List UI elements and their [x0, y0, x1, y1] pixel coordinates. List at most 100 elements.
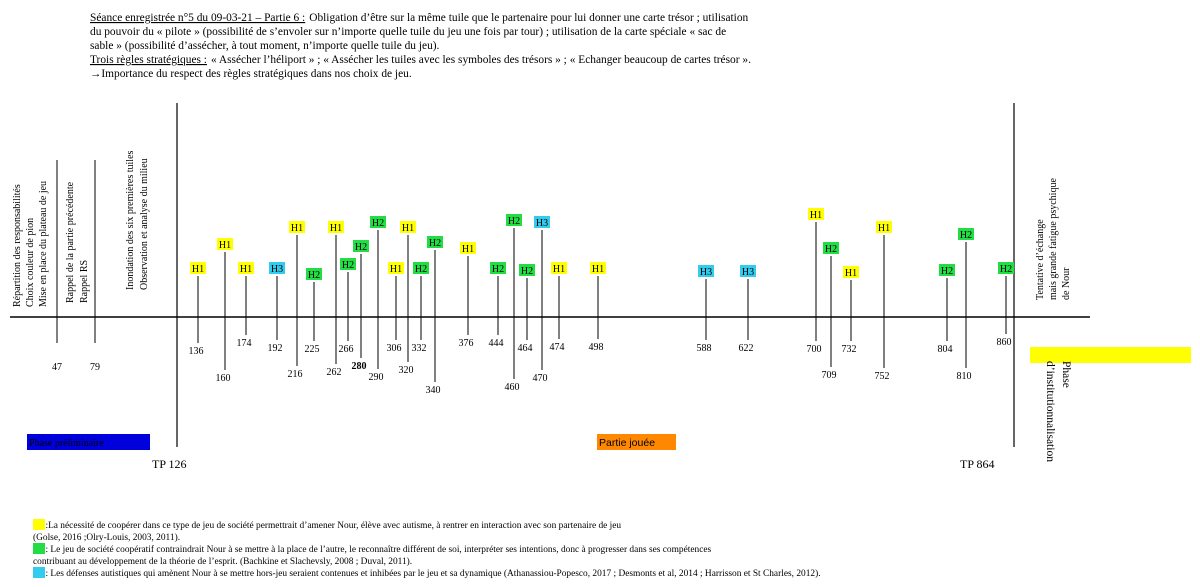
hypothesis-tag [427, 236, 443, 248]
hypothesis-label: H2 [508, 216, 520, 227]
hypothesis-tag [460, 242, 476, 254]
activity-label: Observation et analyse du milieu [139, 158, 150, 290]
hypothesis-label: H1 [390, 264, 402, 275]
legend-text: :La nécessité de coopérer dans ce type d… [45, 521, 621, 531]
time-label: 588 [697, 343, 712, 354]
time-label: 709 [822, 370, 837, 381]
time-label: 752 [875, 371, 890, 382]
hypothesis-tag [998, 262, 1014, 274]
time-label: 192 [268, 343, 283, 354]
hypothesis-tag [370, 216, 386, 228]
header-line: sable » (possibilité d’assécher, à tout … [90, 40, 440, 52]
hypothesis-tag [740, 265, 756, 277]
hypothesis-label: H1 [192, 264, 204, 275]
time-label: 460 [505, 382, 520, 393]
legend-text: contribuant au développement de la théor… [33, 556, 412, 567]
legend-swatch [33, 519, 45, 530]
time-label: 340 [426, 385, 441, 396]
phase-label: Partie jouée [599, 437, 655, 449]
hypothesis-label: H1 [810, 210, 822, 221]
hypothesis-tag [269, 262, 285, 274]
legend-line: H1:La nécessité de coopérer dans ce type… [33, 521, 621, 531]
legend-text: (Golse, 2016 ;Olry-Louis, 2003, 2011). [33, 532, 180, 543]
hypothesis-tag [876, 221, 892, 233]
header-line: Trois règles stratégiques : « Assécher l’… [90, 54, 751, 66]
legend-text: : Les défenses autistiques qui amènent N… [45, 568, 820, 579]
hypothesis-tag [534, 216, 550, 228]
hypothesis-tag [490, 262, 506, 274]
hypothesis-label: H1 [845, 268, 857, 279]
phase-box [27, 434, 150, 450]
time-label: 266 [339, 344, 354, 355]
header-text: Obligation d’être sur la même tuile que … [309, 12, 748, 24]
hypothesis-label: H2 [372, 218, 384, 229]
hypothesis-tag [217, 238, 233, 250]
hypothesis-tag [551, 262, 567, 274]
time-label: 320 [399, 365, 414, 376]
hypothesis-tag [590, 262, 606, 274]
header-heading: Séance enregistrée n°5 du 09-03-21 – Par… [90, 12, 305, 24]
activity-label: Inondation des six premières tuiles [125, 150, 136, 290]
activity-label: Mise en place du plateau de jeu [38, 181, 49, 307]
time-label: 216 [288, 369, 303, 380]
hypothesis-tag [843, 266, 859, 278]
turning-point: TP 864 [960, 457, 995, 471]
activity-label: Rappel RS [79, 260, 90, 303]
legend-swatch [33, 567, 45, 578]
time-label: 79 [90, 362, 100, 373]
hypothesis-label: H2 [355, 242, 367, 253]
hypothesis-label: H1 [240, 264, 252, 275]
legend-line: (Golse, 2016 ;Olry-Louis, 2003, 2011). [33, 532, 180, 543]
time-label: 622 [739, 343, 754, 354]
hypothesis-tag [506, 214, 522, 226]
hypothesis-label: H2 [415, 264, 427, 275]
hypothesis-label: H1 [878, 223, 890, 234]
hypothesis-tag [400, 221, 416, 233]
hypothesis-label: H2 [308, 270, 320, 281]
legend-line: H3: Les défenses autistiques qui amènent… [33, 568, 821, 579]
phase-label: Phase préliminaire [29, 438, 104, 449]
hypothesis-tag [353, 240, 369, 252]
time-label: 225 [305, 344, 320, 355]
hypothesis-tag [340, 258, 356, 270]
hypothesis-tag [939, 264, 955, 276]
time-label: 47 [52, 362, 62, 373]
legend-text: : Le jeu de société coopératif contraind… [45, 544, 711, 555]
header-line: Séance enregistrée n°5 du 09-03-21 – Par… [90, 12, 749, 24]
hypothesis-tag [306, 268, 322, 280]
phase-label: Phase [1060, 361, 1072, 388]
hypothesis-tag [958, 228, 974, 240]
time-label: 290 [369, 372, 384, 383]
time-label: 332 [412, 343, 427, 354]
hypothesis-label: H1 [330, 223, 342, 234]
time-label: 280 [352, 361, 367, 372]
hypothesis-label: H2 [960, 230, 972, 241]
hypothesis-label: H2 [1000, 264, 1012, 275]
hypothesis-tag [388, 262, 404, 274]
phase-box [597, 434, 676, 450]
time-label: 498 [589, 342, 604, 353]
closing-label: de Nour [1061, 267, 1072, 300]
hypothesis-label: H3 [742, 267, 754, 278]
hypothesis-tag [698, 265, 714, 277]
turning-point: TP 126 [152, 457, 187, 471]
hypothesis-label: H3 [536, 218, 548, 229]
hypothesis-label: H2 [429, 238, 441, 249]
hypothesis-tag [190, 262, 206, 274]
hypothesis-tag [328, 221, 344, 233]
time-label: 470 [533, 373, 548, 384]
hypothesis-label: H1 [553, 264, 565, 275]
hypothesis-label: H1 [219, 240, 231, 251]
header-text: « Assécher l’héliport » ; « Assécher les… [211, 54, 751, 66]
hypothesis-tag [289, 221, 305, 233]
hypothesis-tag [238, 262, 254, 274]
hypothesis-label: H2 [941, 266, 953, 277]
hypothesis-label: H1 [462, 244, 474, 255]
closing-label: Tentative d’échange [1035, 219, 1046, 300]
time-label: 810 [957, 371, 972, 382]
time-label: 160 [216, 373, 231, 384]
header-line: du pouvoir du « pilote » (possibilité de… [90, 26, 726, 38]
activity-label: Choix couleur de pion [25, 218, 36, 307]
legend-swatch [33, 543, 45, 554]
